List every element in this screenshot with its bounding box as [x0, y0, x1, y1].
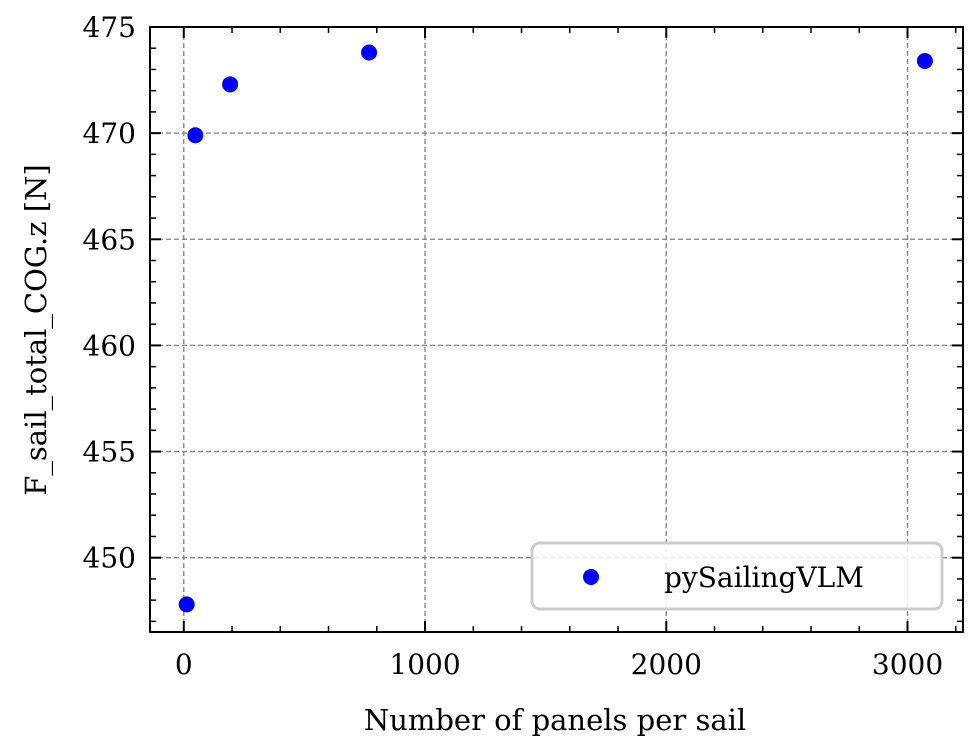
data-point [222, 76, 239, 93]
minor-ticks [150, 27, 963, 632]
data-point [187, 127, 204, 144]
x-tick-label: 3000 [872, 648, 943, 681]
data-point [916, 52, 933, 69]
y-tick-label: 465 [83, 223, 136, 256]
y-tick-label: 475 [83, 11, 136, 44]
data-points [178, 44, 933, 613]
legend-label: pySailingVLM [664, 561, 864, 594]
legend-box [530, 541, 944, 611]
y-tick-label: 455 [83, 436, 136, 469]
x-tick-label: 1000 [389, 648, 460, 681]
x-tick-label: 2000 [631, 648, 702, 681]
y-tick-label: 470 [83, 117, 136, 150]
grid [150, 26, 963, 632]
y-axis-label: F_sail_total_COG.z [N] [19, 164, 54, 496]
data-point [361, 44, 378, 61]
legend: pySailingVLM [530, 541, 944, 611]
major-ticks [150, 26, 963, 632]
y-tick-label: 450 [83, 542, 136, 575]
x-tick-labels: 0 1000 2000 3000 [175, 648, 943, 681]
y-tick-labels: 450 455 460 465 470 475 [83, 11, 136, 575]
x-axis-label: Number of panels per sail [364, 703, 746, 737]
y-tick-label: 460 [83, 329, 136, 362]
x-tick-label: 0 [175, 648, 193, 681]
plot-frame [149, 26, 964, 633]
data-point [178, 596, 195, 613]
legend-marker [583, 569, 599, 585]
